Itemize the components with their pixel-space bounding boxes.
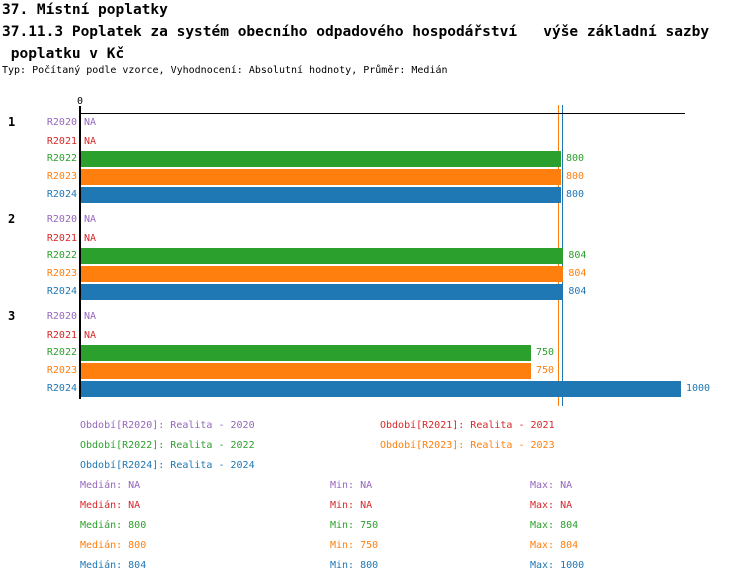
bar-R2023	[81, 363, 531, 379]
bar-value-label: 750	[536, 347, 555, 358]
stat-max-R2023: Max: 804	[530, 540, 579, 551]
row-label-R2020: R2020	[46, 214, 77, 225]
row-label-R2022: R2022	[46, 250, 77, 261]
meta-line: Typ: Počítaný podle vzorce, Vyhodnocení:…	[2, 65, 448, 76]
stat-min-R2020: Min: NA	[330, 480, 373, 491]
stat-min-R2023: Min: 750	[330, 540, 379, 551]
na-label: NA	[84, 330, 97, 341]
legend-item-R2022: Období[R2022]: Realita - 2022	[80, 440, 255, 451]
row-label-R2021: R2021	[46, 330, 77, 341]
bar-value-label: 804	[568, 268, 587, 279]
bar-value-label: 750	[536, 365, 555, 376]
stat-min-R2022: Min: 750	[330, 520, 379, 531]
bar-value-label: 800	[566, 171, 585, 182]
bar-R2023	[81, 169, 561, 185]
legend-item-R2020: Období[R2020]: Realita - 2020	[80, 420, 255, 431]
group-label: 2	[8, 212, 16, 226]
na-label: NA	[84, 214, 97, 225]
group-label: 1	[8, 115, 16, 129]
bar-value-label: 800	[566, 189, 585, 200]
na-label: NA	[84, 311, 97, 322]
stat-median-R2024: Medián: 804	[80, 560, 147, 571]
stat-median-R2021: Medián: NA	[80, 500, 141, 511]
bar-R2022	[81, 248, 564, 264]
bar-R2022	[81, 345, 531, 361]
x-axis-line	[80, 113, 685, 114]
legend-item-R2024: Období[R2024]: Realita - 2024	[80, 460, 255, 471]
bar-value-label: 1000	[686, 383, 711, 394]
row-label-R2020: R2020	[46, 117, 77, 128]
stat-median-R2023: Medián: 800	[80, 540, 147, 551]
bar-R2023	[81, 266, 564, 282]
bar-R2022	[81, 151, 561, 167]
x-axis-zero-label: 0	[76, 96, 84, 107]
row-label-R2023: R2023	[46, 268, 77, 279]
stat-max-R2021: Max: NA	[530, 500, 573, 511]
row-label-R2024: R2024	[46, 286, 77, 297]
row-label-R2024: R2024	[46, 189, 77, 200]
stat-max-R2020: Max: NA	[530, 480, 573, 491]
bar-value-label: 804	[568, 286, 587, 297]
na-label: NA	[84, 233, 97, 244]
stat-min-R2024: Min: 800	[330, 560, 379, 571]
stat-min-R2021: Min: NA	[330, 500, 373, 511]
y-axis-line	[79, 106, 81, 399]
row-label-R2022: R2022	[46, 347, 77, 358]
bar-value-label: 800	[566, 153, 585, 164]
bar-value-label: 804	[568, 250, 587, 261]
bar-R2024	[81, 381, 681, 397]
stat-median-R2020: Medián: NA	[80, 480, 141, 491]
row-label-R2024: R2024	[46, 383, 77, 394]
stat-max-R2024: Max: 1000	[530, 560, 585, 571]
row-label-R2020: R2020	[46, 311, 77, 322]
legend-item-R2023: Období[R2023]: Realita - 2023	[380, 440, 555, 451]
stat-max-R2022: Max: 804	[530, 520, 579, 531]
page-subtitle-line2: poplatku v Kč	[2, 46, 125, 62]
row-label-R2023: R2023	[46, 171, 77, 182]
group-label: 3	[8, 309, 16, 323]
page-subtitle-line1: 37.11.3 Poplatek za systém obecního odpa…	[2, 24, 710, 40]
legend-item-R2021: Období[R2021]: Realita - 2021	[380, 420, 555, 431]
bar-R2024	[81, 284, 564, 300]
page-title: 37. Místní poplatky	[2, 2, 168, 18]
row-label-R2021: R2021	[46, 233, 77, 244]
na-label: NA	[84, 117, 97, 128]
row-label-R2023: R2023	[46, 365, 77, 376]
stat-median-R2022: Medián: 800	[80, 520, 147, 531]
row-label-R2021: R2021	[46, 136, 77, 147]
bar-R2024	[81, 187, 561, 203]
na-label: NA	[84, 136, 97, 147]
row-label-R2022: R2022	[46, 153, 77, 164]
